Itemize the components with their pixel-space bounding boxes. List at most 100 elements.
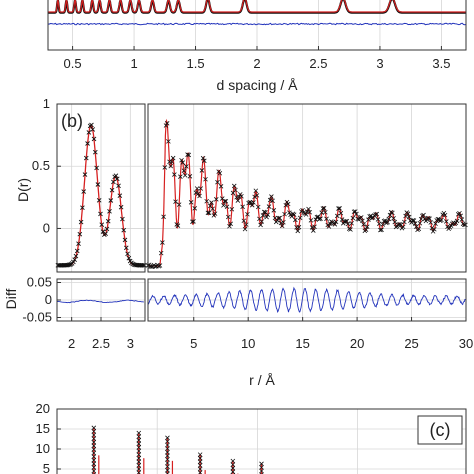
- panel-b-right-observed-marker: [254, 193, 260, 198]
- panel-b-right-observed-marker: [291, 212, 297, 217]
- panel-c-observed-marker: [136, 452, 142, 457]
- panel-b-right-observed-marker: [266, 204, 272, 209]
- panel-c-observed-marker: [136, 437, 142, 443]
- panel-c-observed-marker: [197, 452, 203, 457]
- panel-b-right-observed-marker: [249, 202, 255, 208]
- panel-b-right-observed-marker: [326, 224, 332, 229]
- panel-b-left-observed-marker: [130, 261, 136, 267]
- panel-b-right-observed-marker: [178, 174, 183, 179]
- panel-c-y-tick-label: 15: [36, 421, 50, 436]
- panel-b-left-observed-marker: [82, 172, 88, 177]
- panel-b-right-observed-marker: [350, 215, 356, 221]
- panel-b-left-observed-marker: [78, 219, 84, 225]
- panel-b-right-observed-marker: [367, 214, 372, 219]
- panel-b-left-observed-marker: [95, 182, 101, 187]
- panel-b-right-observed-marker: [287, 210, 292, 215]
- panel-b-right-observed-marker: [426, 215, 431, 221]
- panel-b-y-axis-label: D(r): [15, 178, 31, 202]
- panel-b-right-observed-marker: [281, 219, 286, 225]
- panel-c-observed-marker: [136, 466, 142, 472]
- panel-b-right-observed-marker: [358, 215, 364, 220]
- panel-b-right-observed-marker: [307, 209, 313, 215]
- panel-c-observed-marker: [136, 441, 142, 447]
- panel-b-right-observed-marker: [261, 209, 267, 215]
- panel-b-right-observed-marker: [277, 215, 283, 221]
- panel-b-left-observed-marker: [113, 173, 119, 179]
- panel-b-right-observed-marker: [194, 186, 200, 191]
- panel-b-right-observed-marker: [186, 152, 192, 158]
- panel-b-right-observed-marker: [190, 219, 195, 225]
- panel-b-left-observed-marker: [104, 226, 110, 232]
- panel-b-diff-right-axes: [147, 278, 467, 322]
- panel-b-right-observed-marker: [306, 206, 311, 212]
- panel-c-y-ticks: 20 15 10 5: [36, 401, 61, 474]
- panel-b-x-tick-label: 15: [295, 336, 309, 351]
- panel-c-observed-marker: [165, 442, 170, 448]
- panel-b-right-observed-marker: [172, 172, 177, 177]
- panel-b-left-observed-marker: [122, 237, 128, 243]
- panel-c-observed-marker: [165, 467, 170, 473]
- panel-b-x-tick-label: 5: [190, 336, 197, 351]
- panel-b-right-observed-marker: [162, 165, 168, 170]
- panel-b-right-observed-marker: [225, 214, 231, 220]
- panel-b-right-observed-marker: [152, 264, 158, 269]
- panel-c-observed-marker: [91, 450, 97, 456]
- panel-b-right-observed-marker: [200, 155, 206, 161]
- panel-c-observed-marker: [91, 443, 97, 449]
- panel-b-right-observed-marker: [442, 212, 448, 218]
- panel-a-calculated-trace: [48, 0, 466, 13]
- panel-b-right-observed-marker: [269, 194, 274, 199]
- panel-b-right-observed-marker: [463, 222, 468, 228]
- panel-b-right-observed-marker: [235, 198, 241, 203]
- panel-b-right-observed-marker: [212, 211, 218, 216]
- panel-b-right-observed-marker: [217, 170, 223, 176]
- panel-b-right-observed-marker: [210, 206, 215, 212]
- panel-c-observed-marker: [165, 453, 170, 459]
- panel-b-right-observed-marker: [458, 213, 463, 219]
- panel-c-y-tick-label: 20: [36, 401, 50, 416]
- panel-c-observed-marker: [136, 434, 142, 439]
- panel-b-right-observed-marker: [204, 198, 209, 204]
- panel-b-right-observed-marker: [193, 190, 199, 195]
- panel-b-right-observed-marker: [285, 201, 291, 207]
- panel-b-right-observed-marker: [303, 212, 309, 217]
- panel-b-right-observed-marker: [255, 204, 261, 210]
- panel-b-right-observed-marker: [197, 193, 202, 199]
- panel-b-diff-y-tick-label: 0.05: [27, 275, 52, 290]
- panel-b-right-observed-marker: [361, 222, 366, 227]
- panel-b-right-observed-marker: [459, 217, 465, 222]
- panel-a: 0.5 1 1.5 2 2.5 3 3.5 d spacing / Å: [47, 0, 467, 93]
- panel-b-right-observed-marker: [196, 191, 201, 196]
- panel-b-right-observed-marker: [227, 223, 232, 229]
- panel-b-left-observed-marker: [86, 130, 92, 135]
- panel-b-left-observed-marker: [105, 218, 111, 224]
- panel-b-left-observed-marker: [85, 141, 90, 146]
- panel-a-x-tick-label: 3: [376, 56, 383, 71]
- panel-b-right-observed-marker: [428, 220, 433, 225]
- panel-b-right-observed-marker: [185, 152, 190, 157]
- panel-b-left-observed-marker: [98, 211, 103, 217]
- panel-b-right-observed-marker: [319, 210, 324, 215]
- panel-b-right-observed-marker: [320, 206, 326, 211]
- panel-b-right-observed-marker: [392, 219, 398, 225]
- panel-b-right-observed-marker: [187, 174, 193, 179]
- panel-b: 0 0.5 1 0.05 0 -0.05 2 2.5 3 5 10 15 20 25 30 (b) D(r)…: [3, 96, 473, 388]
- panel-b-right-observed-marker: [258, 222, 263, 228]
- panel-b-right-observed-marker: [170, 155, 176, 161]
- panel-c-observed-marker: [230, 465, 236, 471]
- panel-b-right-observed-marker: [349, 220, 354, 226]
- panel-b-left-observed-marker: [126, 255, 132, 261]
- panel-c-observed-marker: [136, 463, 142, 468]
- panel-c-observed-marker: [230, 458, 236, 464]
- panel-c-observed-marker: [91, 447, 97, 452]
- panel-a-x-tick-label: 1: [130, 56, 137, 71]
- panel-b-right-observed-marker: [198, 186, 203, 191]
- panel-b-right-axes: [147, 103, 467, 273]
- panel-b-left-axes: [56, 103, 146, 273]
- panel-b-left-observed-marker: [107, 209, 112, 214]
- panel-c-observed-marker: [91, 457, 97, 463]
- panel-b-right-observed-marker: [224, 204, 230, 210]
- panel-b-right-observed-marker: [324, 216, 329, 222]
- panel-b-x-tick-label: 2: [68, 336, 75, 351]
- panel-b-x-tick-label: 10: [241, 336, 255, 351]
